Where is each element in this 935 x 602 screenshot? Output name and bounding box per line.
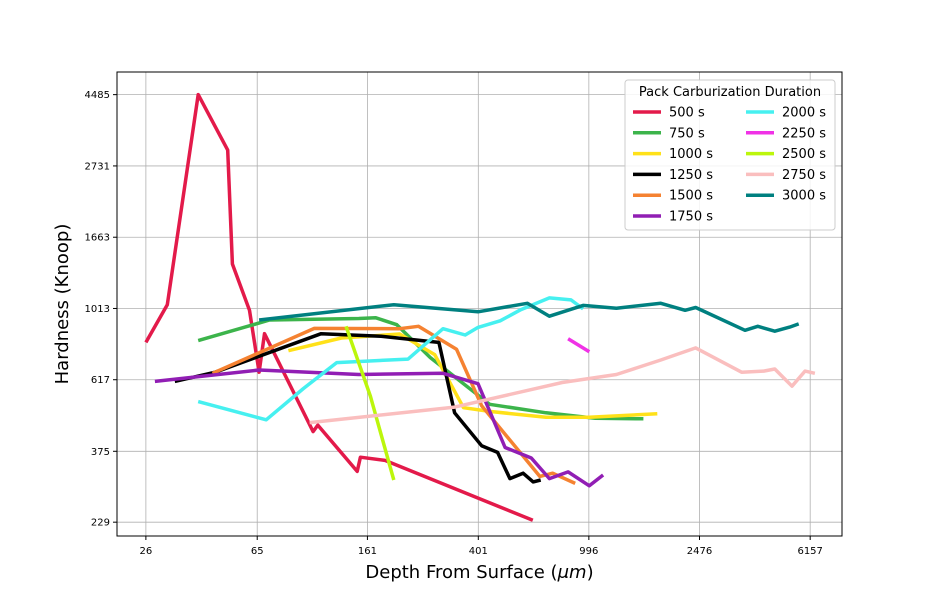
series-layer (144, 92, 816, 522)
legend-title: Pack Carburization Duration (639, 85, 821, 100)
series-line-2750-s (309, 346, 816, 425)
x-tick-label: 161 (358, 546, 377, 557)
y-axis-title: Hardness (Knoop) (52, 224, 73, 385)
series-line-3000-s (258, 301, 800, 333)
series-line-2250-s (567, 337, 591, 354)
y-tick-label: 4485 (85, 90, 110, 101)
x-axis-title-main: Depth From Surface ( (365, 562, 557, 583)
legend-label-1750-s: 1750 s (669, 210, 713, 225)
x-tick-label: 65 (251, 546, 264, 557)
legend-label-3000-s: 3000 s (782, 189, 826, 204)
y-tick-label: 2731 (85, 161, 110, 172)
y-tick-label: 1663 (85, 233, 110, 244)
legend-label-2250-s: 2250 s (782, 126, 826, 141)
x-axis: 26 65 161 401 996 2476 6157 (140, 536, 823, 557)
y-tick-label: 375 (91, 447, 110, 458)
x-tick-label: 6157 (797, 546, 822, 557)
legend-label-2500-s: 2500 s (782, 147, 826, 162)
x-tick-label: 401 (469, 546, 488, 557)
legend: Pack Carburization Duration 500 s 750 s 10… (624, 79, 836, 231)
series-line-2000-s (197, 296, 585, 422)
x-axis-title: Depth From Surface (μm) (365, 562, 593, 583)
legend-label-750-s: 750 s (669, 126, 705, 141)
grid (117, 72, 842, 536)
y-tick-label: 229 (91, 518, 110, 529)
y-tick-label: 617 (91, 375, 110, 386)
x-axis-title-unit: μm (557, 562, 587, 583)
legend-label-2750-s: 2750 s (782, 168, 826, 183)
legend-entries: 500 s 750 s 1000 s 1250 s 1500 s 1750 s 2000 s… (633, 106, 826, 225)
series-line-2500-s (344, 325, 396, 481)
legend-box (624, 79, 836, 231)
legend-label-2000-s: 2000 s (782, 106, 826, 121)
legend-label-1250-s: 1250 s (669, 168, 713, 183)
x-axis-title-close: ) (587, 562, 594, 583)
x-tick-label: 2476 (687, 546, 712, 557)
x-tick-label: 26 (140, 546, 153, 557)
y-tick-label: 1013 (85, 304, 110, 315)
legend-label-500-s: 500 s (669, 106, 705, 121)
legend-label-1000-s: 1000 s (669, 147, 713, 162)
legend-label-1500-s: 1500 s (669, 189, 713, 204)
plot-frame (116, 71, 843, 537)
x-tick-label: 996 (579, 546, 598, 557)
series-line-1250-s (174, 331, 542, 484)
y-axis: 229 375 617 1013 1663 2731 4485 (85, 90, 117, 529)
series-line-1500-s (211, 324, 576, 485)
